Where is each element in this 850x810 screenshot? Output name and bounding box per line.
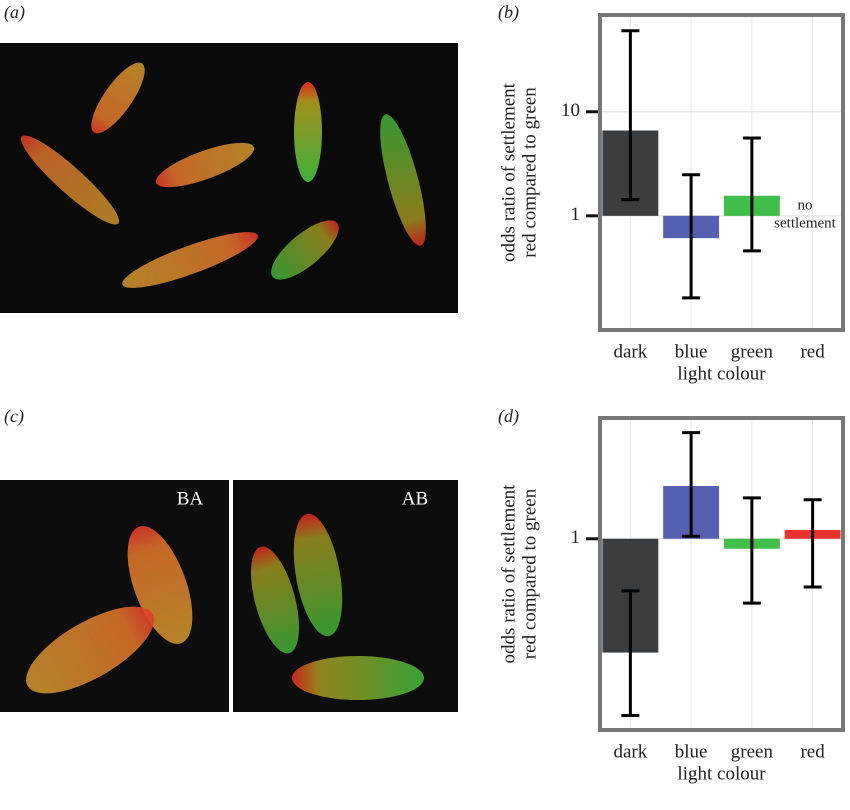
y-axis-label: odds ratio of settlement — [498, 82, 519, 262]
x-tick-label: green — [731, 341, 774, 362]
x-tick-label: dark — [613, 341, 647, 362]
image-label: BA — [177, 488, 204, 509]
x-axis-label: light colour — [677, 763, 766, 784]
y-axis-label: red compared to green — [519, 488, 540, 659]
x-tick-label: blue — [675, 741, 708, 762]
plot-frame — [598, 416, 845, 732]
y-tick-label: 10 — [561, 100, 580, 121]
y-axis-label: red compared to green — [519, 87, 540, 258]
image-label: AB — [402, 488, 428, 509]
panel-label: (c) — [4, 406, 24, 427]
plot-frame — [598, 13, 845, 332]
x-tick-label: dark — [613, 741, 647, 762]
annotation: no — [798, 197, 813, 213]
annotation: settlement — [774, 215, 836, 231]
y-tick-label: 1 — [571, 204, 581, 225]
micrograph-a — [0, 43, 458, 313]
panel-label: (d) — [498, 406, 519, 427]
panel-label: (b) — [498, 2, 519, 23]
x-tick-label: red — [800, 341, 825, 362]
x-tick-label: green — [731, 741, 774, 762]
x-axis-label: light colour — [677, 363, 766, 384]
x-tick-label: blue — [675, 341, 708, 362]
y-axis-label: odds ratio of settlement — [498, 484, 519, 664]
panel-label: (a) — [4, 2, 25, 23]
x-tick-label: red — [800, 741, 825, 762]
micrograph-c — [0, 480, 458, 712]
y-tick-label: 1 — [571, 527, 581, 548]
